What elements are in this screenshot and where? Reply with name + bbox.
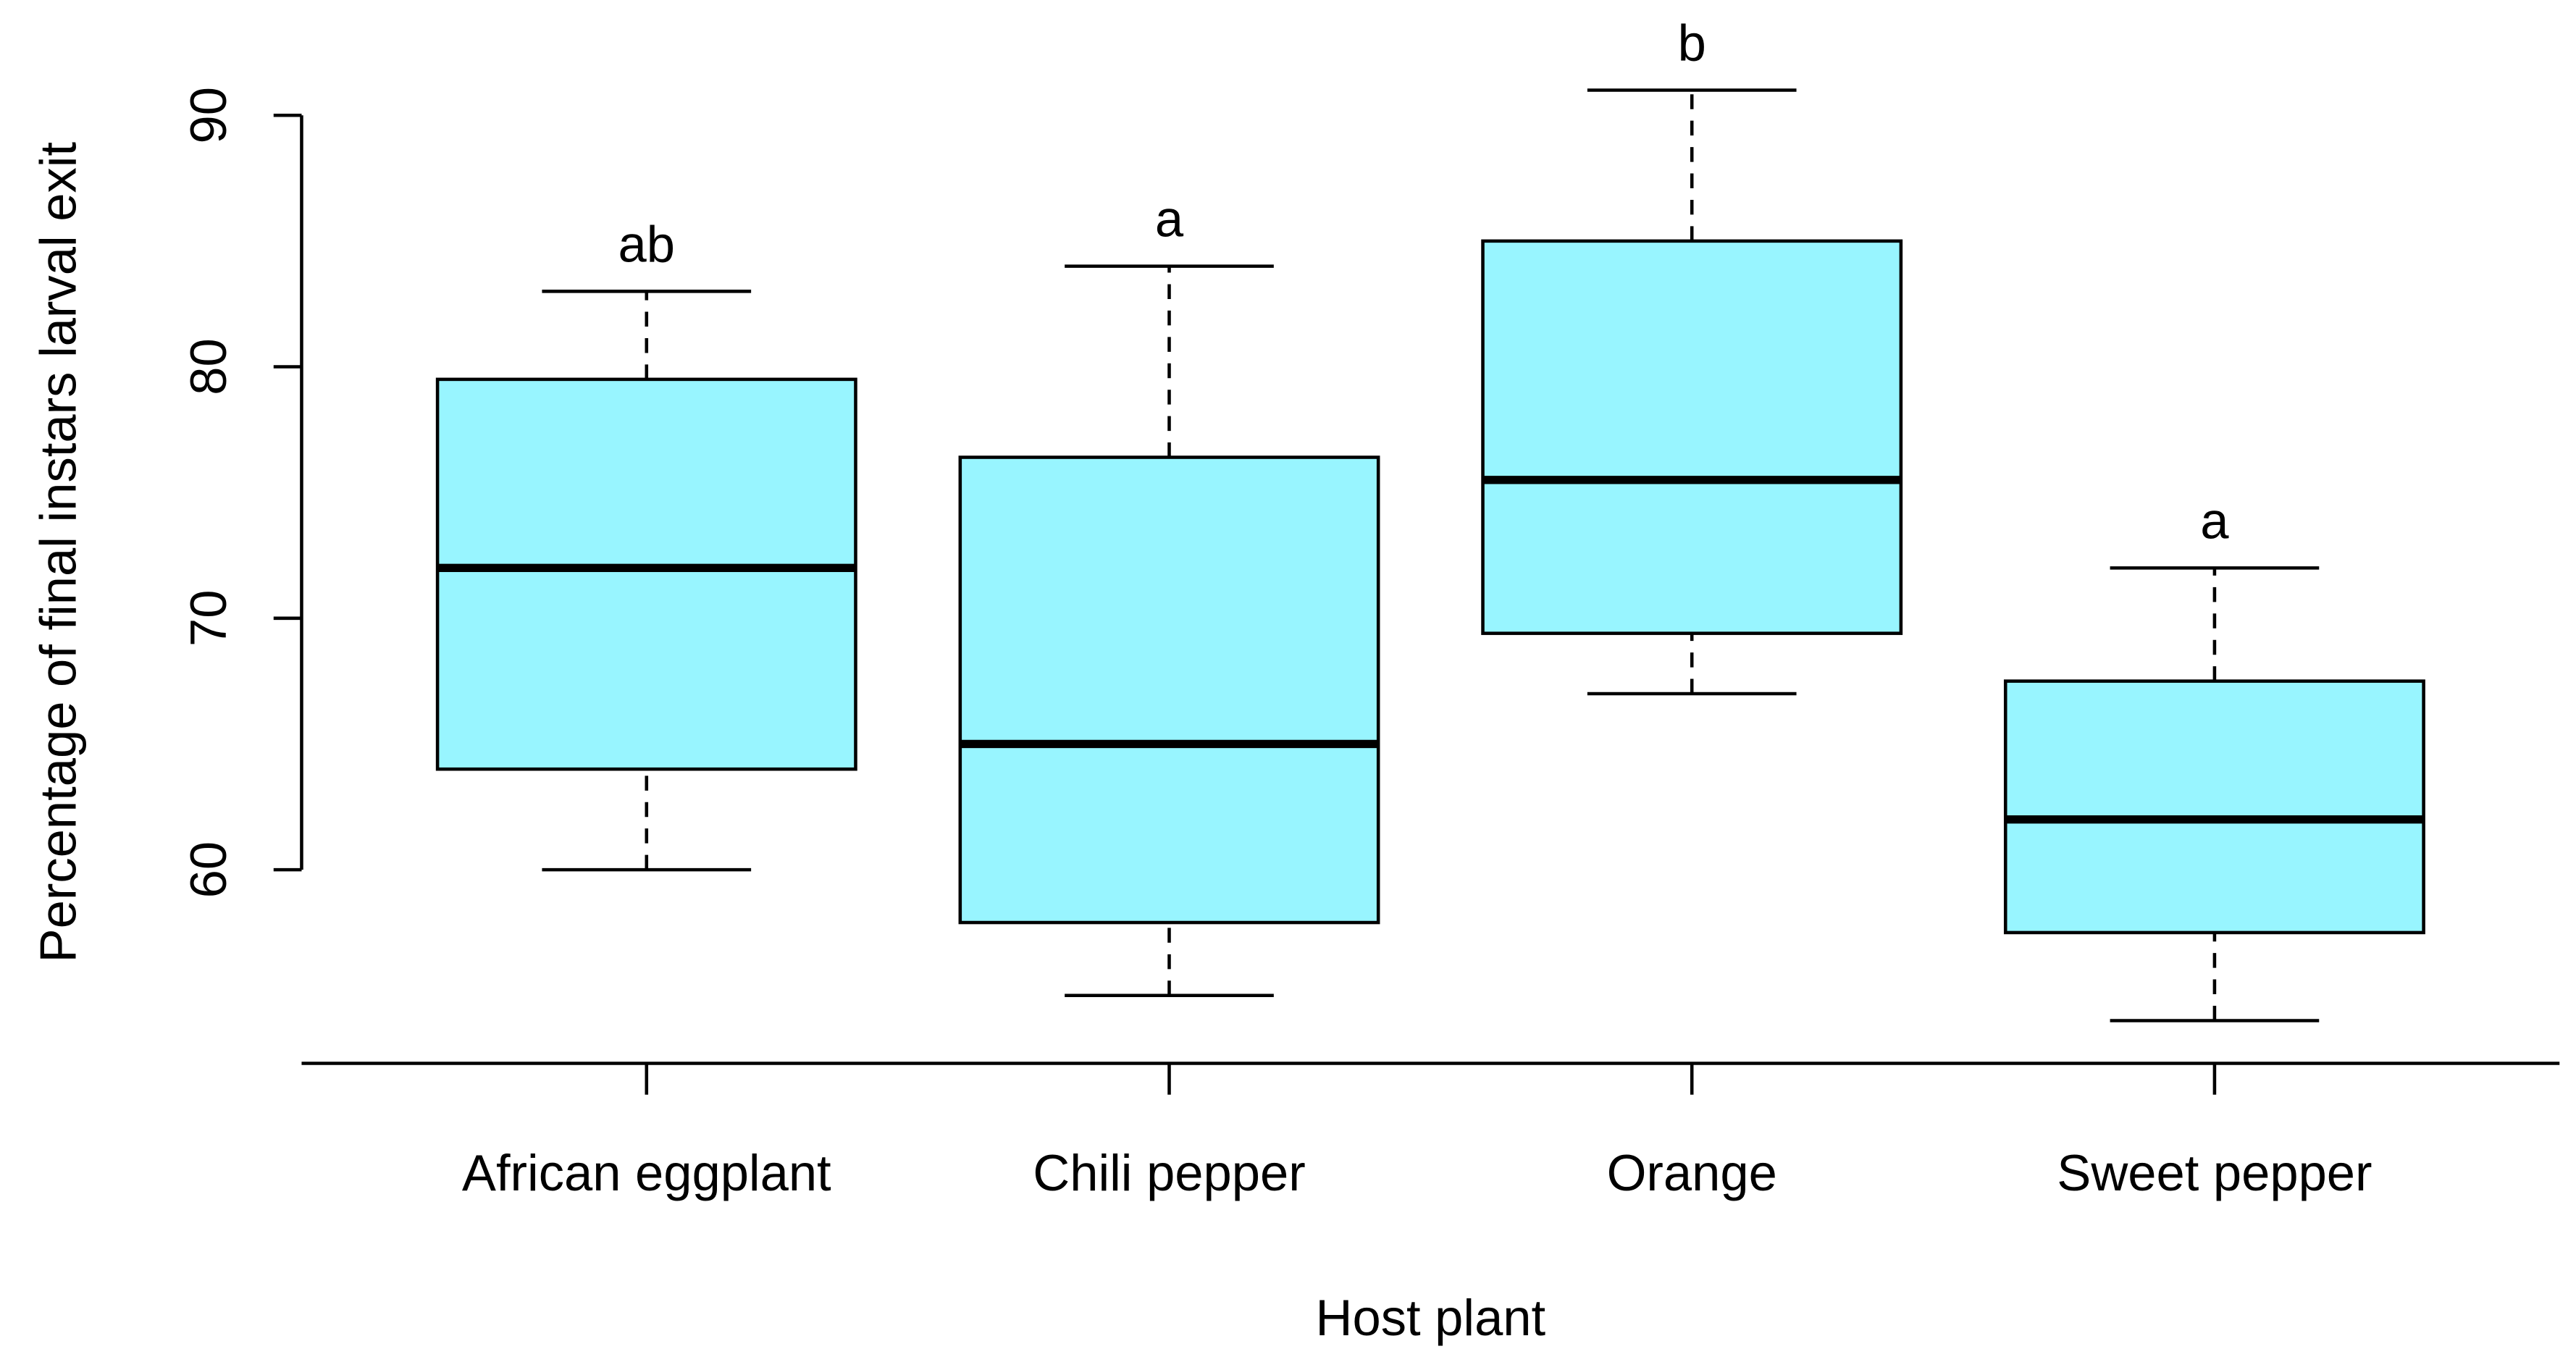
annotation: a	[1155, 190, 1184, 248]
y-tick-label: 70	[180, 590, 237, 647]
annotation: ab	[618, 215, 675, 272]
box	[2003, 679, 2425, 935]
annotation: b	[1678, 14, 1706, 71]
annotation: a	[2200, 492, 2229, 549]
y-tick-label: 90	[180, 87, 237, 144]
box	[958, 455, 1380, 925]
x-axis-title: Host plant	[1316, 1289, 1546, 1346]
y-axis-title: Percentage of final instars larval exit	[30, 142, 87, 963]
x-tick-label: Chili pepper	[1033, 1144, 1305, 1201]
y-tick-label: 80	[180, 338, 237, 395]
x-tick-label: African eggplant	[462, 1144, 831, 1201]
x-tick-label: Sweet pepper	[2057, 1144, 2372, 1201]
box	[435, 377, 857, 771]
x-tick-label: Orange	[1607, 1144, 1777, 1201]
y-tick-label: 60	[180, 841, 237, 899]
box	[1481, 239, 1903, 635]
